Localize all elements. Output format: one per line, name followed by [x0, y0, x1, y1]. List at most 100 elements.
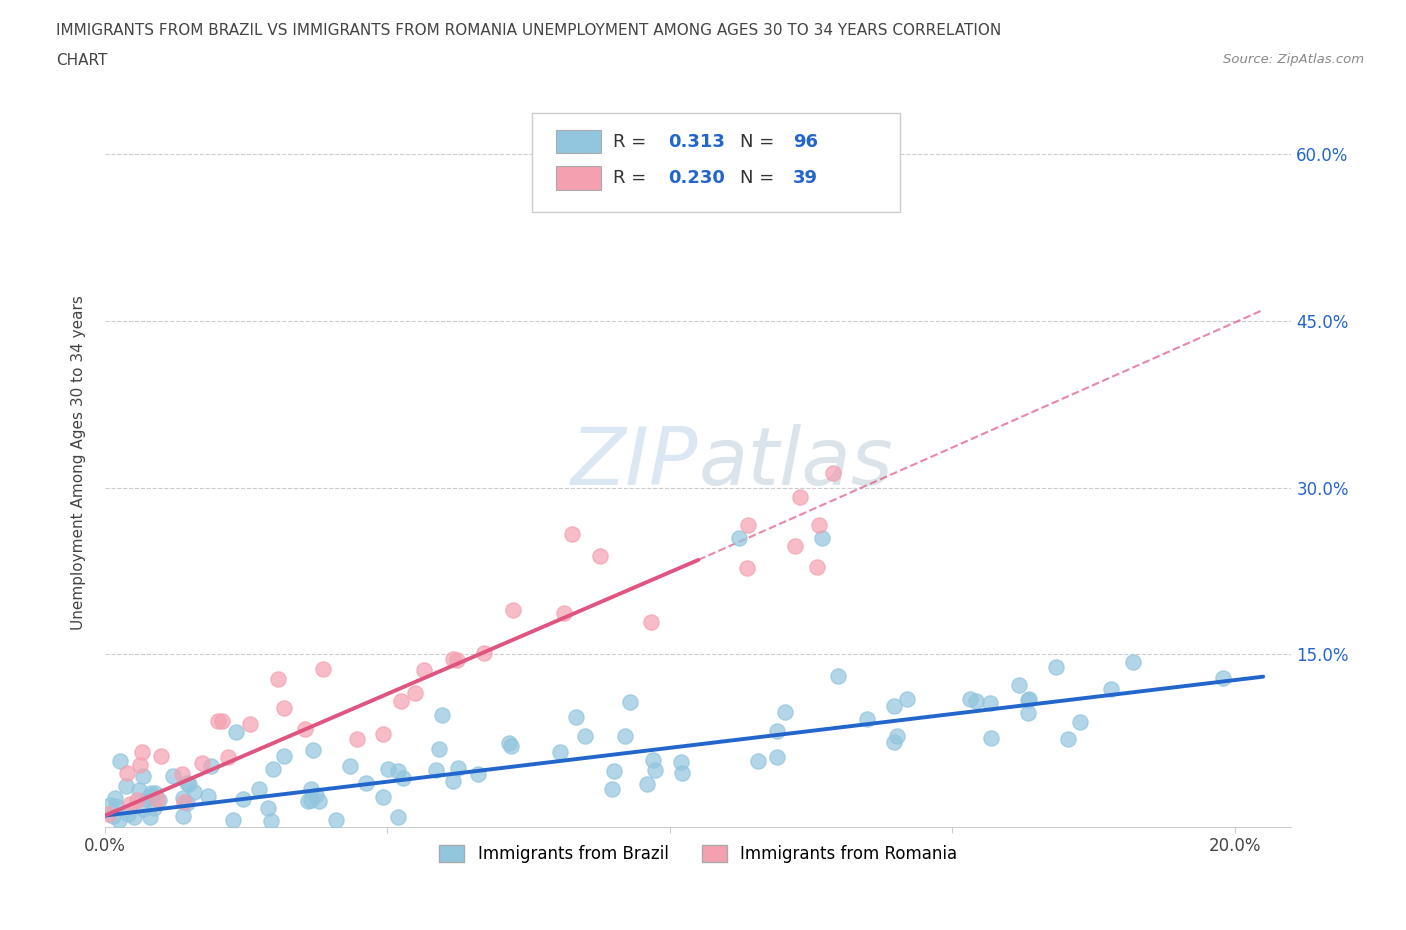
Point	[260, 814, 283, 829]
Point	[108, 754, 131, 769]
Point	[980, 731, 1002, 746]
Point	[807, 517, 830, 532]
Point	[354, 776, 377, 790]
Point	[637, 777, 659, 791]
Point	[387, 809, 409, 824]
Text: R =: R =	[613, 169, 652, 187]
Point	[162, 768, 184, 783]
Text: CHART: CHART	[56, 53, 108, 68]
Point	[441, 774, 464, 789]
Point	[117, 806, 139, 821]
Text: N =: N =	[740, 169, 780, 187]
Point	[766, 724, 789, 738]
Text: 39: 39	[793, 169, 818, 187]
Point	[728, 530, 751, 545]
Point	[115, 778, 138, 793]
Text: 0.230: 0.230	[669, 169, 725, 187]
Point	[107, 813, 129, 828]
Point	[600, 781, 623, 796]
Point	[301, 742, 323, 757]
Point	[502, 603, 524, 618]
Point	[132, 768, 155, 783]
Text: 96: 96	[793, 133, 818, 151]
Point	[118, 797, 141, 812]
Point	[565, 710, 588, 724]
Point	[294, 721, 316, 736]
Point	[273, 700, 295, 715]
Point	[297, 793, 319, 808]
Point	[643, 752, 665, 767]
Point	[132, 801, 155, 816]
Text: 0.313: 0.313	[669, 133, 725, 151]
Point	[139, 810, 162, 825]
Point	[146, 791, 169, 806]
Point	[883, 735, 905, 750]
Point	[427, 742, 450, 757]
Bar	[555, 130, 600, 153]
Point	[139, 789, 162, 804]
Point	[312, 661, 335, 676]
Point	[257, 801, 280, 816]
Point	[1057, 731, 1080, 746]
Point	[170, 766, 193, 781]
Point	[200, 759, 222, 774]
FancyBboxPatch shape	[531, 113, 900, 211]
Point	[1099, 682, 1122, 697]
Text: Source: ZipAtlas.com: Source: ZipAtlas.com	[1223, 53, 1364, 66]
Point	[1008, 677, 1031, 692]
Point	[197, 789, 219, 804]
Point	[574, 729, 596, 744]
Point	[766, 750, 789, 764]
Text: ZIP: ZIP	[571, 424, 699, 501]
Point	[104, 791, 127, 806]
Point	[305, 788, 328, 803]
Point	[603, 764, 626, 778]
Point	[299, 792, 322, 807]
Point	[136, 792, 159, 807]
Point	[619, 695, 641, 710]
Point	[128, 783, 150, 798]
Point	[191, 756, 214, 771]
Point	[373, 790, 395, 804]
Point	[1045, 659, 1067, 674]
Point	[176, 776, 198, 790]
Point	[377, 762, 399, 777]
Point	[172, 808, 194, 823]
Point	[131, 744, 153, 759]
Point	[644, 762, 666, 777]
Point	[447, 760, 470, 775]
Point	[299, 781, 322, 796]
Point	[553, 605, 575, 620]
Point	[172, 790, 194, 805]
Point	[432, 708, 454, 723]
Point	[979, 696, 1001, 711]
Point	[613, 728, 636, 743]
Point	[207, 713, 229, 728]
Point	[308, 794, 330, 809]
Point	[101, 808, 124, 823]
Point	[883, 698, 905, 713]
Point	[965, 694, 987, 709]
Point	[97, 806, 120, 821]
Point	[789, 489, 811, 504]
Point	[267, 671, 290, 686]
Point	[589, 549, 612, 564]
Point	[671, 765, 693, 780]
Point	[404, 685, 426, 700]
Point	[498, 735, 520, 750]
Point	[548, 745, 571, 760]
Point	[640, 615, 662, 630]
Point	[273, 748, 295, 763]
Point	[1122, 655, 1144, 670]
Point	[959, 692, 981, 707]
Point	[1069, 715, 1091, 730]
Point	[173, 794, 195, 809]
Point	[346, 731, 368, 746]
Point	[425, 763, 447, 777]
Point	[239, 716, 262, 731]
Point	[446, 653, 468, 668]
Point	[150, 748, 173, 763]
Y-axis label: Unemployment Among Ages 30 to 34 years: Unemployment Among Ages 30 to 34 years	[72, 295, 86, 631]
Point	[827, 669, 849, 684]
Point	[128, 758, 150, 773]
